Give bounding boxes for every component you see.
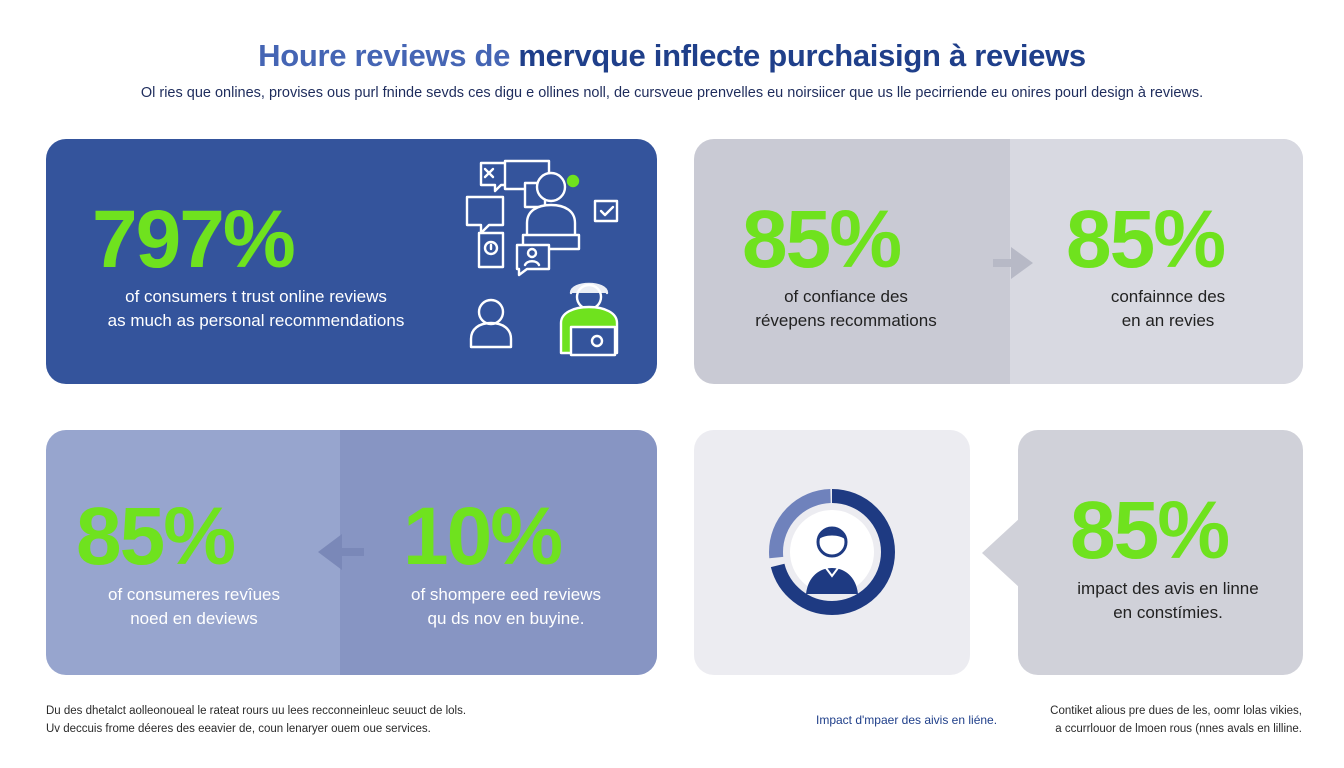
footer-line-2: a ccurrlouor de lmoen rous (nnes avals e… [1055, 723, 1302, 735]
caption-line-2: révepens recommations [755, 311, 937, 330]
footer-note-right: Contiket alious pre dues de les, oomr lo… [1038, 702, 1302, 738]
page-title: Houre reviews de mervque inflecte purcha… [0, 38, 1344, 74]
caption-line-1: impact des avis en linne [1077, 579, 1259, 598]
footer-note-left: Du des dhetalct aolleonoueal le rateat r… [46, 702, 546, 738]
caption-line-1: of consumeres revîues [108, 585, 280, 604]
stat-card-impact: 85% impact des avis en linne en constími… [1018, 430, 1303, 675]
caption-line-2: en an revies [1121, 311, 1215, 330]
stat-value: 85% [1070, 485, 1230, 576]
chat-people-icon [465, 159, 619, 357]
stat-caption-right: confainnce des en an revies [1038, 285, 1298, 333]
footer-line-1: Du des dhetalct aolleonoueal le rateat r… [46, 705, 467, 717]
stat-caption: of consumers t trust online reviews as m… [76, 285, 436, 333]
stat-card-trust: 797% of consumers t trust online reviews… [46, 139, 657, 384]
stat-caption-right: of shompere eed reviews qu ds nov en buy… [376, 583, 636, 631]
stat-value: 797% [92, 194, 296, 285]
stat-caption-left: of consumeres revîues noed en deviews [66, 583, 322, 631]
title-part-1: Houre reviews de [258, 38, 519, 73]
stat-value-left: 85% [76, 491, 236, 582]
stat-card-consumer-reviews: 85% of consumeres revîues noed en deview… [46, 430, 657, 675]
stat-caption: impact des avis en linne en constímies. [1038, 577, 1298, 625]
caption-line-2: en constímies. [1113, 603, 1223, 622]
stat-caption-line-2: as much as personal recommendations [107, 311, 405, 330]
arrow-right-icon [993, 247, 1033, 279]
footer-note-middle: Impact d'mpaer des aivis en liéne. [816, 713, 998, 727]
card-right-panel [1010, 139, 1303, 384]
user-ring-icon [769, 489, 895, 615]
stat-card-impact-icon-panel [694, 430, 970, 675]
stat-value-right: 10% [403, 491, 563, 582]
caption-line-1: of shompere eed reviews [411, 585, 601, 604]
title-part-2: mervque inflecte purchaisign à reviews [518, 38, 1086, 73]
footer-line-2: Uv deccuis frome déeres des eeavier de, … [46, 723, 431, 735]
footer-line-1: Contiket alious pre dues de les, oomr lo… [1050, 705, 1302, 717]
arrow-left-icon [982, 518, 1020, 588]
page-subtitle: Ol ries que onlines, provises ous purl f… [140, 85, 1204, 101]
stat-caption-line-1: of consumers t trust online reviews [125, 287, 387, 306]
caption-line-2: qu ds nov en buyine. [427, 609, 585, 628]
stat-card-confidence: 85% of confiance des révepens recommatio… [694, 139, 1303, 384]
arrow-left-icon [318, 534, 364, 570]
caption-line-1: confainnce des [1110, 287, 1226, 306]
caption-line-1: of confiance des [784, 287, 908, 306]
stat-caption-left: of confiance des révepens recommations [718, 285, 974, 333]
caption-line-2: noed en deviews [130, 609, 258, 628]
stat-value-left: 85% [742, 194, 902, 285]
stat-value-right: 85% [1066, 194, 1226, 285]
card-right-panel [340, 430, 657, 675]
